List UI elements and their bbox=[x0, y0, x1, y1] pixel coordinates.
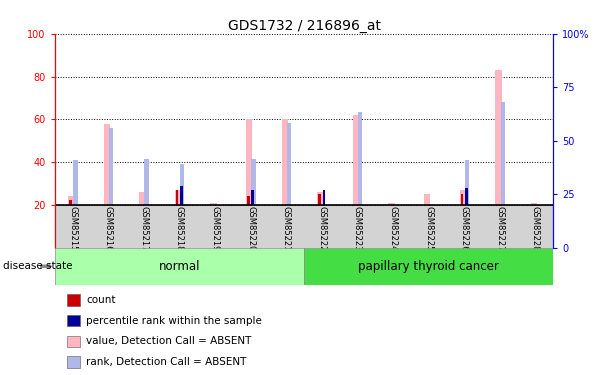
Text: GSM85218: GSM85218 bbox=[175, 206, 184, 251]
Bar bbox=[55, 205, 91, 248]
Text: rank, Detection Call = ABSENT: rank, Detection Call = ABSENT bbox=[86, 357, 247, 367]
Bar bbox=[176, 190, 179, 205]
Bar bbox=[247, 196, 250, 205]
Bar bbox=[287, 123, 291, 205]
Bar bbox=[460, 190, 466, 205]
Bar bbox=[91, 205, 126, 248]
Text: GSM85221: GSM85221 bbox=[282, 206, 291, 251]
Text: GSM85228: GSM85228 bbox=[531, 206, 540, 251]
Bar bbox=[268, 205, 304, 248]
FancyArrow shape bbox=[40, 263, 52, 269]
Bar bbox=[139, 192, 145, 205]
Text: GSM85227: GSM85227 bbox=[496, 206, 505, 251]
Text: disease state: disease state bbox=[3, 261, 72, 271]
Text: GSM85222: GSM85222 bbox=[317, 206, 326, 251]
Bar bbox=[465, 160, 469, 205]
Text: GSM85217: GSM85217 bbox=[139, 206, 148, 251]
Text: GSM85224: GSM85224 bbox=[389, 206, 398, 251]
Text: count: count bbox=[86, 295, 116, 305]
Bar bbox=[282, 119, 288, 205]
Bar bbox=[180, 164, 184, 205]
Text: GSM85219: GSM85219 bbox=[210, 206, 219, 251]
Bar bbox=[358, 112, 362, 205]
Bar bbox=[197, 205, 233, 248]
Bar bbox=[323, 190, 325, 205]
Bar bbox=[103, 123, 110, 205]
Bar bbox=[246, 119, 252, 205]
Bar bbox=[73, 160, 77, 205]
Bar bbox=[496, 70, 502, 205]
Bar bbox=[252, 190, 254, 205]
Bar bbox=[531, 202, 537, 205]
Text: GSM85215: GSM85215 bbox=[68, 206, 77, 251]
Bar bbox=[389, 202, 395, 205]
Bar bbox=[353, 115, 359, 205]
Title: GDS1732 / 216896_at: GDS1732 / 216896_at bbox=[227, 19, 381, 33]
Bar bbox=[174, 190, 181, 205]
Bar bbox=[233, 205, 268, 248]
Bar bbox=[319, 194, 321, 205]
Text: GSM85226: GSM85226 bbox=[460, 206, 469, 251]
Bar bbox=[482, 205, 517, 248]
Bar bbox=[145, 159, 149, 205]
Bar bbox=[180, 186, 183, 205]
Bar bbox=[69, 201, 72, 205]
Bar bbox=[251, 159, 255, 205]
Text: papillary thyroid cancer: papillary thyroid cancer bbox=[358, 260, 499, 273]
Text: normal: normal bbox=[159, 260, 200, 273]
Text: percentile rank within the sample: percentile rank within the sample bbox=[86, 316, 262, 326]
Bar bbox=[304, 248, 553, 285]
Bar bbox=[304, 205, 340, 248]
Bar bbox=[317, 192, 323, 205]
Bar bbox=[446, 205, 482, 248]
Bar bbox=[340, 205, 375, 248]
Bar bbox=[461, 194, 463, 205]
Bar bbox=[126, 205, 162, 248]
Bar bbox=[465, 188, 468, 205]
Bar bbox=[210, 202, 216, 205]
Bar bbox=[68, 196, 74, 205]
Bar bbox=[109, 128, 113, 205]
Bar bbox=[55, 248, 304, 285]
Text: GSM85225: GSM85225 bbox=[424, 206, 433, 251]
Text: GSM85223: GSM85223 bbox=[353, 206, 362, 251]
Bar bbox=[375, 205, 411, 248]
Bar bbox=[500, 102, 505, 205]
Bar bbox=[517, 205, 553, 248]
Text: GSM85216: GSM85216 bbox=[103, 206, 112, 251]
Bar bbox=[162, 205, 197, 248]
Bar bbox=[424, 194, 430, 205]
Text: value, Detection Call = ABSENT: value, Detection Call = ABSENT bbox=[86, 336, 252, 346]
Text: GSM85220: GSM85220 bbox=[246, 206, 255, 251]
Bar bbox=[411, 205, 446, 248]
